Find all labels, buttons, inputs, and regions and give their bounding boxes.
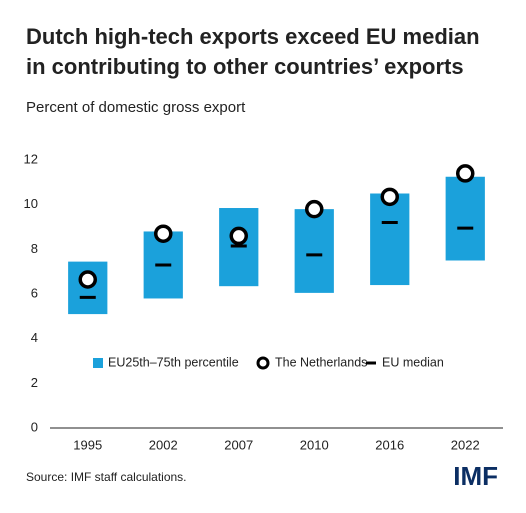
x-tick-label: 1995 bbox=[73, 437, 102, 452]
netherlands-marker bbox=[78, 270, 97, 289]
netherlands-marker bbox=[154, 224, 173, 243]
x-tick-label: 2022 bbox=[451, 437, 480, 452]
source-note: Source: IMF staff calculations. bbox=[26, 470, 187, 484]
netherlands-marker bbox=[305, 199, 324, 219]
y-tick-label: 4 bbox=[31, 330, 38, 345]
legend-swatch bbox=[256, 356, 270, 370]
legend-label: EU25th–75th percentile bbox=[108, 355, 239, 369]
legend-swatch bbox=[93, 358, 103, 368]
chart-title: in contributing to other countries’ expo… bbox=[26, 54, 464, 79]
netherlands-marker bbox=[456, 164, 475, 183]
netherlands-marker bbox=[380, 187, 399, 207]
legend-label: The Netherlands bbox=[275, 355, 367, 369]
chart-title: Dutch high-tech exports exceed EU median bbox=[26, 24, 480, 49]
y-tick-label: 2 bbox=[31, 375, 38, 390]
y-tick-label: 10 bbox=[24, 196, 38, 211]
legend-label: EU median bbox=[382, 355, 444, 369]
y-tick-label: 6 bbox=[31, 285, 38, 300]
range-bar bbox=[294, 209, 334, 293]
x-tick-label: 2010 bbox=[300, 437, 329, 452]
y-tick-label: 8 bbox=[31, 241, 38, 256]
chart-subtitle: Percent of domestic gross export bbox=[26, 99, 246, 116]
x-tick-label: 2007 bbox=[224, 437, 253, 452]
range-bar bbox=[370, 193, 410, 286]
netherlands-marker bbox=[229, 226, 248, 246]
y-tick-label: 0 bbox=[31, 419, 38, 434]
logo: IMF bbox=[453, 461, 498, 491]
x-tick-label: 2002 bbox=[149, 437, 178, 452]
y-tick-label: 12 bbox=[24, 151, 38, 166]
range-bar bbox=[445, 176, 485, 261]
x-tick-label: 2016 bbox=[375, 437, 404, 452]
